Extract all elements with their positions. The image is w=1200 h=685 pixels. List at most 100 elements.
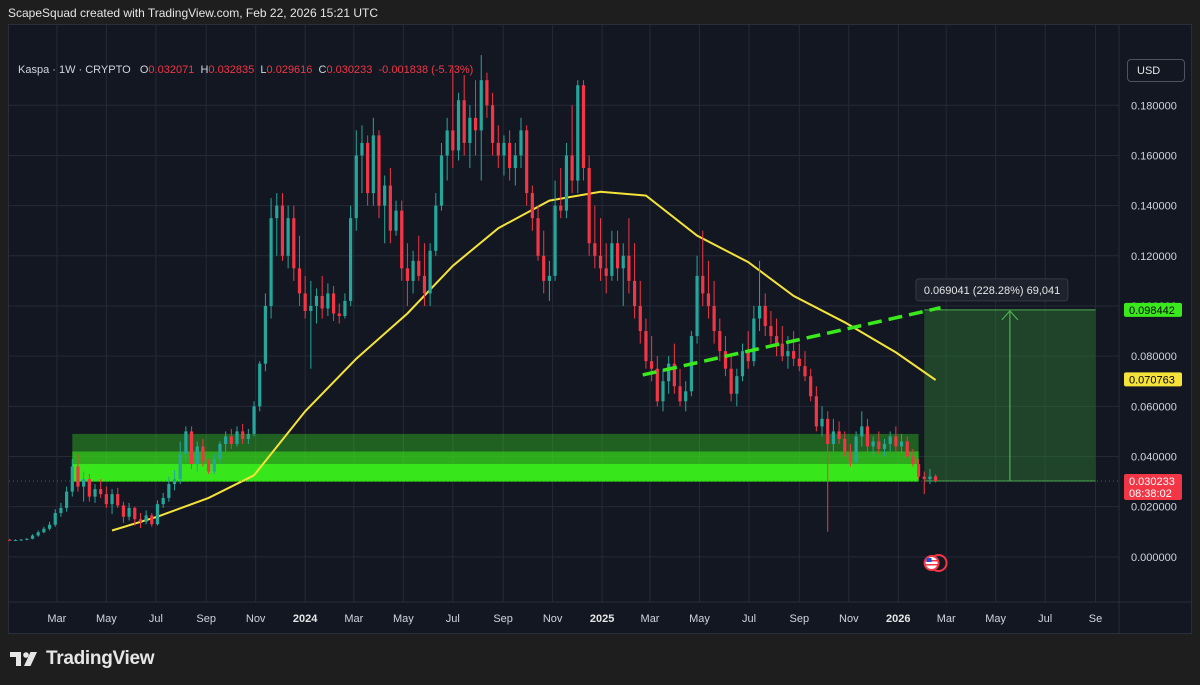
candle (610, 230, 614, 281)
candle-body (593, 243, 597, 256)
candle-body (746, 351, 750, 362)
candle (508, 130, 512, 181)
candle (695, 255, 699, 344)
candle (752, 305, 756, 367)
candle (286, 205, 290, 269)
candle (615, 230, 620, 281)
candle-body (184, 431, 188, 454)
currency-selector[interactable]: USD (1127, 59, 1185, 82)
candle (780, 326, 784, 362)
candle (888, 431, 892, 452)
candle (400, 200, 404, 281)
candle-body (241, 431, 245, 439)
candle-body (377, 135, 381, 206)
candle (706, 260, 711, 319)
candle (246, 428, 250, 444)
candle-body (53, 512, 57, 525)
candle (428, 243, 432, 306)
candle (127, 502, 131, 521)
measure-label-bg (915, 278, 1069, 302)
candle-body (354, 155, 358, 219)
candle-body (598, 255, 603, 269)
candle-body (638, 305, 642, 332)
x-tick-label: Mar (937, 613, 956, 625)
price-tag-text-ma: 0.070763 (1129, 374, 1175, 386)
candle (172, 470, 177, 491)
candle-body (661, 381, 665, 402)
x-tick-label: Mar (47, 613, 66, 625)
candle (519, 117, 523, 168)
candle-body (292, 218, 296, 269)
candle (445, 117, 449, 181)
candle (99, 479, 103, 498)
candle-body (47, 524, 52, 529)
candle (13, 539, 18, 542)
candle-body (871, 441, 875, 447)
candle (252, 401, 256, 437)
candle (258, 361, 262, 412)
candle-body (752, 318, 756, 362)
candle-body (19, 539, 23, 541)
candle-body (445, 130, 449, 156)
chart-frame[interactable] (8, 24, 1192, 634)
x-tick-label: 2024 (293, 613, 318, 625)
candle-body (769, 326, 773, 337)
candle-body (326, 293, 330, 309)
candle-body (542, 255, 546, 281)
y-tick-label: 0.060000 (1131, 401, 1177, 413)
x-tick-label: Jul (742, 613, 756, 625)
candle-body (405, 268, 409, 281)
x-tick-label: 2025 (590, 613, 614, 625)
candle (439, 142, 444, 211)
candle (218, 441, 222, 465)
price-tag-text-countdown: 08:38:02 (1129, 488, 1172, 500)
candle (496, 125, 500, 168)
x-tick-label: May (393, 613, 414, 625)
x-tick-label: Sep (790, 613, 810, 625)
candle-body (388, 185, 392, 231)
candle (826, 411, 830, 532)
candle (547, 260, 551, 301)
low-value: 0.029616 (266, 64, 313, 76)
candle-body (854, 436, 858, 462)
candle (422, 243, 427, 306)
candle-body (224, 436, 228, 444)
x-tick-label: Jul (149, 613, 163, 625)
candle (860, 411, 864, 447)
candle (740, 343, 745, 382)
candle (473, 80, 478, 156)
candle-body (25, 538, 29, 540)
candle-body (916, 464, 921, 477)
x-tick-label: 2026 (886, 613, 910, 625)
candle-body (172, 479, 177, 485)
candle (462, 75, 466, 156)
candle-body (792, 351, 796, 359)
candle (314, 288, 319, 324)
candle-body (928, 476, 932, 480)
candle-body (439, 155, 444, 206)
candle-body (189, 431, 194, 465)
candle (712, 280, 716, 344)
candle (854, 431, 858, 465)
candle-body (99, 489, 103, 495)
candle (774, 318, 779, 357)
candle (212, 453, 216, 475)
candle (116, 487, 120, 508)
symbol-title[interactable]: Kaspa · 1W · CRYPTO (18, 64, 131, 76)
candle (76, 453, 80, 492)
candle (757, 260, 762, 332)
candle (337, 303, 341, 324)
flag-stripe (925, 564, 938, 566)
moving-average-line (111, 190, 937, 532)
candle-body (144, 515, 148, 522)
candle (848, 443, 853, 467)
candle-body (888, 436, 892, 444)
dashed-trendline (642, 306, 941, 377)
candle-body (485, 80, 489, 106)
candle-body (865, 426, 870, 447)
candle-body (672, 363, 676, 387)
candle-body (456, 100, 461, 151)
candle-body (797, 358, 801, 367)
x-tick-label: May (985, 613, 1006, 625)
